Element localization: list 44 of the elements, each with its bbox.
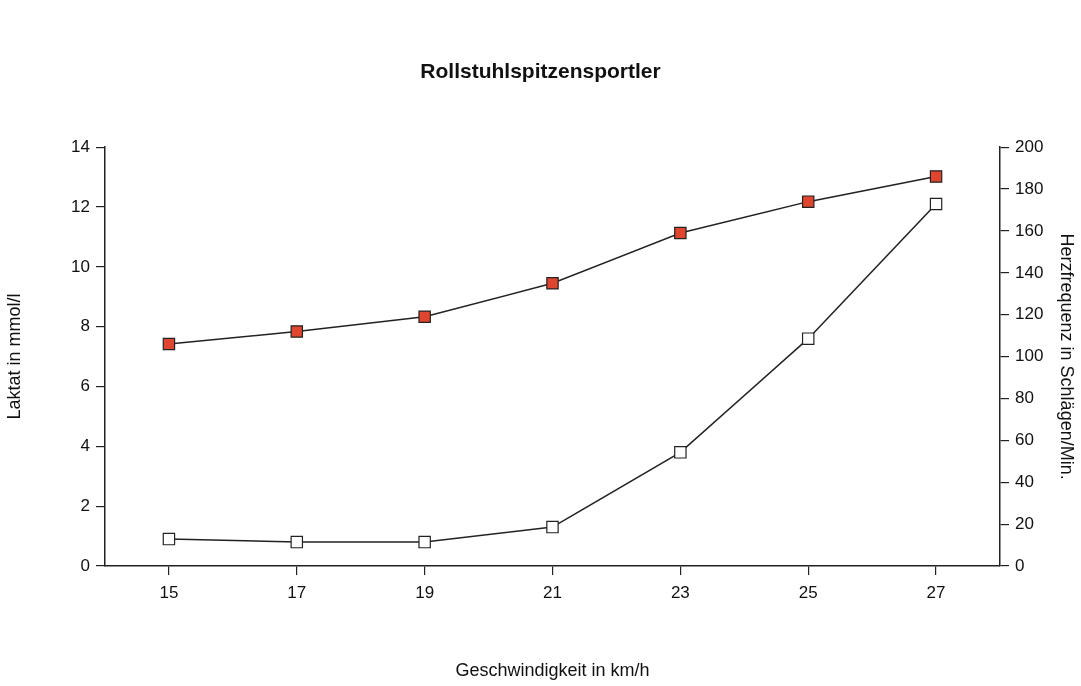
point: [290, 535, 304, 549]
x-tick-label: 27: [926, 582, 946, 602]
y2-tick-label: 100: [1015, 346, 1044, 366]
y-tick-label: 14: [71, 136, 90, 156]
point: [162, 532, 176, 546]
y2-tick-label: 40: [1015, 471, 1034, 491]
x-tick-label: 23: [670, 582, 690, 602]
y2-tick-label: 180: [1015, 178, 1044, 198]
point: [418, 535, 431, 549]
point: [290, 325, 304, 338]
y2-tick-label: 20: [1015, 513, 1034, 533]
point: [674, 446, 687, 459]
point: [929, 197, 943, 211]
x-tick-label: 21: [543, 582, 562, 602]
y2-tick-label: 200: [1015, 136, 1044, 156]
x-tick-label: 17: [287, 582, 307, 602]
point: [546, 277, 559, 290]
y-tick-label: 6: [80, 376, 90, 396]
x-tick-label: 19: [415, 582, 435, 602]
point: [546, 520, 559, 534]
x-axis-title: Geschwindigkeit in km/h: [455, 660, 650, 681]
x-tick-label: 15: [159, 582, 179, 602]
point: [162, 337, 176, 351]
y-tick-label: 0: [80, 555, 90, 575]
point: [674, 226, 687, 240]
y2-tick-label: 60: [1015, 430, 1034, 450]
y-tick-label: 4: [80, 436, 90, 456]
y-tick-label: 12: [71, 196, 90, 216]
point: [418, 310, 431, 324]
y-tick-label: 2: [80, 495, 90, 515]
point: [801, 195, 815, 208]
y2-tick-label: 160: [1015, 220, 1044, 240]
y2-tick-label: 140: [1015, 262, 1044, 282]
y-tick-label: 8: [80, 316, 90, 336]
point: [801, 332, 815, 345]
y2-axis-title: Herzfrequenz in Schlägen/Min.: [1057, 233, 1078, 480]
y2-tick-label: 0: [1015, 555, 1025, 575]
y2-tick-label: 80: [1015, 388, 1034, 408]
y-tick-label: 10: [71, 256, 90, 276]
x-tick-label: 25: [798, 582, 818, 602]
y2-tick-label: 120: [1015, 304, 1044, 324]
chart-title: Rollstuhlspitzensportler: [420, 59, 661, 83]
y-axis-title: Laktat in mmol/l: [3, 293, 24, 420]
point: [929, 170, 943, 183]
